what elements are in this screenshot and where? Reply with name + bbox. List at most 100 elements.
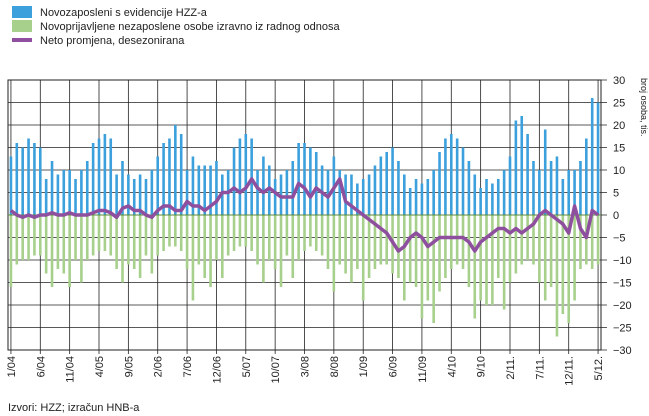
bar: [520, 215, 524, 265]
x-tick-label: 8/08: [329, 356, 341, 377]
bar: [579, 215, 582, 269]
bar: [27, 138, 30, 215]
bar: [309, 215, 312, 247]
bar: [573, 215, 576, 301]
bar: [179, 134, 183, 215]
bar: [473, 174, 477, 215]
bar: [361, 179, 365, 215]
bar: [320, 165, 324, 215]
bar: [262, 156, 265, 215]
y-tick-label: 10: [613, 165, 625, 177]
bar: [297, 215, 300, 260]
bar: [496, 215, 500, 278]
bar: [420, 215, 424, 319]
bar: [215, 215, 218, 260]
bar: [238, 138, 242, 215]
x-tick-label: 3/08: [300, 356, 312, 377]
source: Izvori: HZZ; izračun HNB-a: [8, 402, 140, 414]
bar: [68, 215, 71, 287]
bar: [561, 215, 565, 314]
bar: [508, 215, 512, 283]
bar: [467, 161, 471, 215]
x-tick-label: 1/09: [358, 356, 370, 377]
bar: [191, 156, 195, 215]
bar: [350, 215, 353, 283]
bar: [156, 215, 160, 256]
bar: [162, 215, 165, 251]
bar: [9, 215, 13, 287]
bar: [373, 215, 377, 269]
bar: [185, 170, 189, 215]
bar: [449, 215, 453, 269]
bar: [485, 179, 488, 215]
bar: [538, 215, 541, 283]
x-tick-label: 2/06: [153, 356, 165, 377]
bar: [367, 174, 371, 215]
bar: [408, 188, 412, 215]
bar: [56, 174, 60, 215]
bar: [414, 179, 418, 215]
bar: [150, 215, 154, 274]
bar: [162, 143, 165, 215]
bar: [103, 134, 107, 215]
bar: [44, 215, 48, 274]
bar: [479, 188, 482, 215]
bar: [209, 165, 212, 215]
bar: [491, 215, 494, 305]
bar: [444, 215, 447, 278]
legend-label: Neto promjena, desezonirana: [40, 35, 185, 47]
bar: [426, 215, 430, 301]
x-tick-label: 12/06: [211, 356, 223, 384]
bar: [109, 215, 113, 256]
bar: [549, 215, 553, 287]
y-tick-label: 5: [613, 188, 619, 200]
bar: [455, 215, 459, 265]
bar: [121, 161, 124, 215]
bar: [121, 215, 124, 283]
bar: [538, 170, 541, 215]
bar: [373, 165, 377, 215]
bar: [573, 170, 576, 215]
bar: [526, 134, 529, 215]
y-tick-label: 20: [613, 120, 625, 132]
bar: [91, 143, 95, 215]
y-tick-label: 0: [613, 210, 619, 222]
x-tick-label: 6/09: [388, 356, 400, 377]
bar: [150, 170, 154, 215]
legend-label: Novoprijavljene nezaposlene osobe izravn…: [40, 21, 341, 33]
bar: [561, 179, 565, 215]
bar: [502, 170, 506, 215]
x-tick-label: 7/06: [182, 356, 194, 377]
bar: [191, 215, 195, 301]
bar: [385, 152, 388, 215]
bar: [385, 215, 388, 265]
bar: [21, 147, 24, 215]
bar: [115, 174, 118, 215]
bar: [232, 147, 236, 215]
bar: [33, 215, 36, 256]
bar: [502, 215, 506, 310]
y-tick-label: 15: [613, 143, 625, 155]
line: [9, 177, 600, 253]
bar: [344, 215, 347, 274]
bar: [62, 170, 66, 215]
bar: [215, 161, 218, 215]
bar: [596, 215, 600, 265]
bar: [97, 138, 101, 215]
y-tick-label: 30: [613, 75, 625, 87]
bar: [226, 215, 230, 256]
bar: [356, 183, 359, 215]
legend-swatch: [12, 20, 32, 32]
bar: [532, 215, 535, 265]
bar: [44, 179, 48, 215]
bar: [338, 170, 342, 215]
bar: [432, 170, 435, 215]
bar: [356, 215, 359, 269]
x-tick-label: 5/07: [241, 356, 253, 377]
bar: [449, 134, 453, 215]
x-tick-label: 4/05: [94, 356, 106, 377]
bar: [467, 215, 471, 287]
bar: [38, 147, 42, 215]
bar: [397, 161, 400, 215]
